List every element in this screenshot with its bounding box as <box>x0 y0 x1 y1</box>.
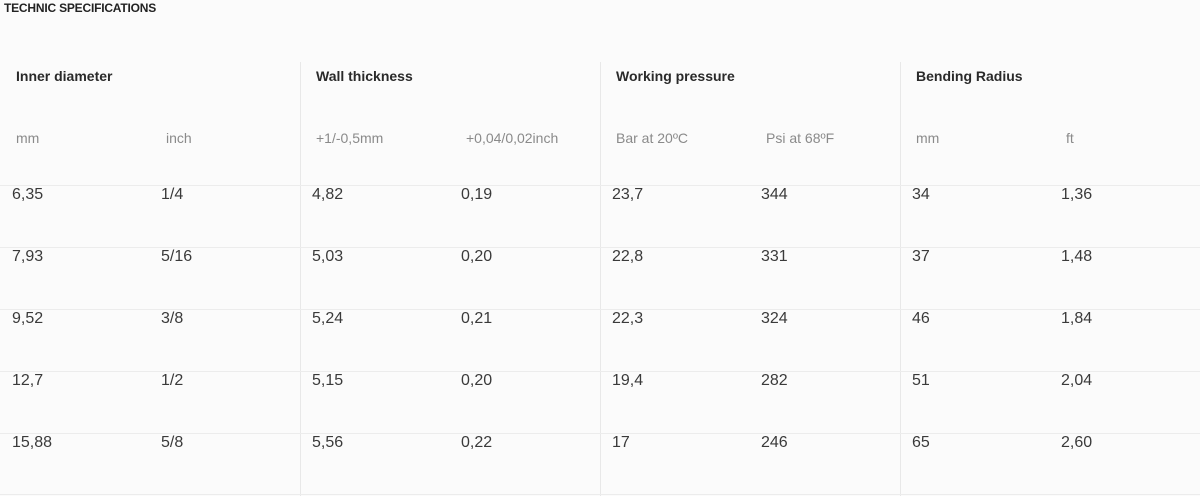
table-cell: 22,8 <box>612 248 644 265</box>
table-cell: 9,52 <box>12 310 44 327</box>
bending-radius-unit-header: ft <box>1066 130 1074 146</box>
row-divider <box>0 433 1200 434</box>
table-cell: 23,7 <box>612 186 644 203</box>
table-cell: 5,15 <box>312 372 344 389</box>
table-cell: 0,20 <box>461 248 493 265</box>
table-cell: 1,84 <box>1061 310 1093 327</box>
table-cell: 2,60 <box>1061 434 1093 451</box>
inner-diameter-unit-header: inch <box>166 130 192 146</box>
wall-thickness-header: Wall thickness <box>316 68 413 84</box>
table-cell: 1,36 <box>1061 186 1093 203</box>
table-cell: 7,93 <box>12 248 44 265</box>
row-divider <box>0 247 1200 248</box>
row-divider <box>0 371 1200 372</box>
table-cell: 344 <box>761 186 788 203</box>
table-cell: 5/16 <box>161 248 193 265</box>
table-cell: 282 <box>761 372 788 389</box>
table-cell: 5/8 <box>161 434 184 451</box>
table-cell: 3/8 <box>161 310 184 327</box>
working-pressure-unit-header: Bar at 20ºC <box>616 130 689 146</box>
table-cell: 1,48 <box>1061 248 1093 265</box>
table-cell: 246 <box>761 434 788 451</box>
table-cell: 0,19 <box>461 186 493 203</box>
inner-diameter-header: Inner diameter <box>16 68 113 84</box>
spec-table: Inner diameter mm inch Wall thickness +1/-0,… <box>0 44 1200 496</box>
bending-radius-unit-header: mm <box>916 130 940 146</box>
table-cell: 0,22 <box>461 434 493 451</box>
table-cell: 1/4 <box>161 186 184 203</box>
inner-diameter-unit-header: mm <box>16 130 40 146</box>
table-cell: 6,35 <box>12 186 44 203</box>
table-cell: 46 <box>912 310 930 327</box>
row-divider <box>0 309 1200 310</box>
table-cell: 2,04 <box>1061 372 1093 389</box>
table-cell: 51 <box>912 372 930 389</box>
table-cell: 17 <box>612 434 630 451</box>
bending-radius-header: Bending Radius <box>916 68 1023 84</box>
column-divider <box>900 62 901 496</box>
table-cell: 0,20 <box>461 372 493 389</box>
table-cell: 12,7 <box>12 372 44 389</box>
wall-thickness-unit-header: +0,04/0,02inch <box>466 130 559 146</box>
row-divider <box>0 494 1200 495</box>
table-cell: 34 <box>912 186 930 203</box>
working-pressure-header: Working pressure <box>616 68 735 84</box>
table-cell: 15,88 <box>12 434 53 451</box>
table-cell: 0,21 <box>461 310 493 327</box>
table-cell: 1/2 <box>161 372 184 389</box>
working-pressure-unit-header: Psi at 68ºF <box>766 130 835 146</box>
table-cell: 324 <box>761 310 788 327</box>
table-cell: 65 <box>912 434 930 451</box>
table-cell: 37 <box>912 248 930 265</box>
table-cell: 22,3 <box>612 310 644 327</box>
page-title: TECHNIC SPECIFICATIONS <box>4 1 157 15</box>
row-divider <box>0 185 1200 186</box>
column-divider <box>300 62 301 496</box>
table-cell: 19,4 <box>612 372 644 389</box>
table-cell: 5,56 <box>312 434 344 451</box>
table-cell: 331 <box>761 248 788 265</box>
table-cell: 5,24 <box>312 310 344 327</box>
table-cell: 4,82 <box>312 186 344 203</box>
wall-thickness-unit-header: +1/-0,5mm <box>316 130 384 146</box>
column-divider <box>600 62 601 496</box>
table-cell: 5,03 <box>312 248 344 265</box>
